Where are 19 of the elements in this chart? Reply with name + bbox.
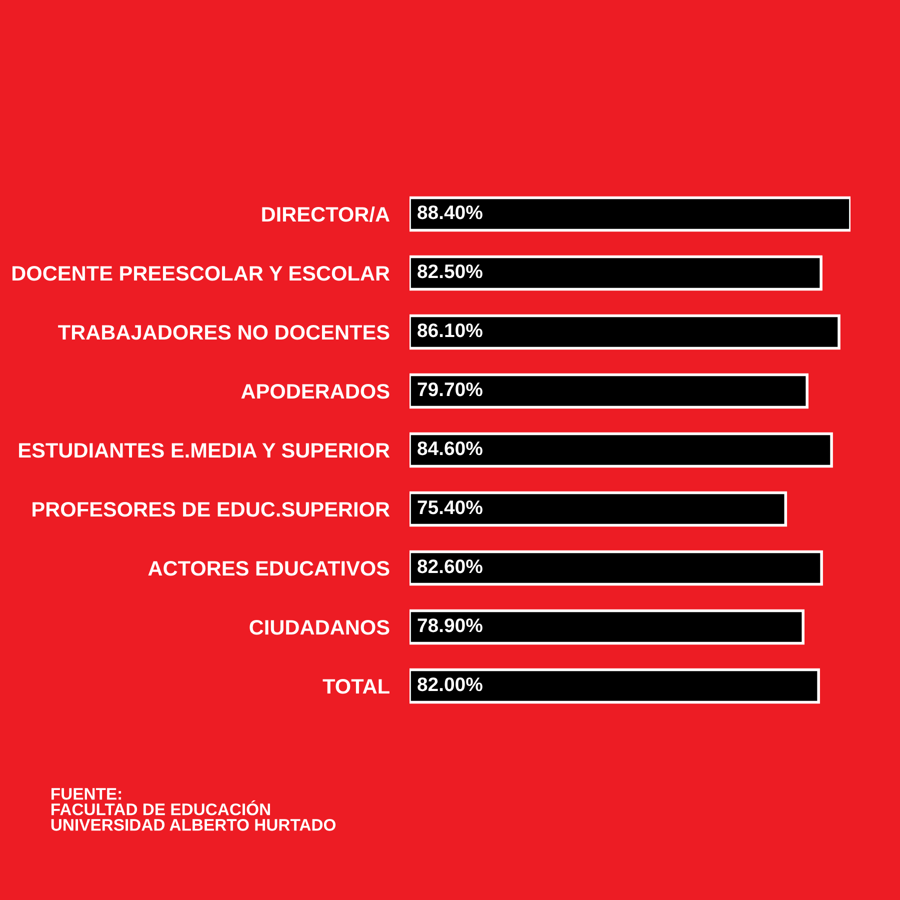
y-tick-label: TOTAL bbox=[322, 679, 390, 694]
data-label: 79.70% bbox=[418, 382, 482, 396]
y-tick-label: DIRECTOR/A bbox=[262, 206, 390, 222]
data-label: 82.50% bbox=[418, 264, 482, 278]
y-tick-label: ESTUDIANTES E.MEDIA Y SUPERIOR bbox=[19, 443, 390, 458]
y-tick-label: CIUDADANOS bbox=[250, 620, 390, 635]
data-label: 75.40% bbox=[418, 500, 482, 514]
y-tick-label: PROFESORES DE EDUC.SUPERIOR bbox=[32, 502, 390, 517]
data-label: 82.60% bbox=[418, 559, 482, 574]
y-tick-label: TRABAJADORES NO DOCENTES bbox=[58, 325, 390, 340]
y-tick-label: APODERADOS bbox=[241, 384, 390, 399]
data-label: 86.10% bbox=[418, 323, 482, 338]
data-label: 88.40% bbox=[418, 205, 482, 220]
data-label: 78.90% bbox=[418, 618, 482, 632]
y-tick-label: DOCENTE PREESCOLAR Y ESCOLAR bbox=[12, 266, 390, 281]
source-note: FUENTE: FACULTAD DE EDUCACIÓN UNIVERSIDAD ALBERTO HURTADO bbox=[51, 788, 336, 831]
y-tick-label: ACTORES EDUCATIVOS bbox=[148, 561, 390, 576]
data-label: 82.00% bbox=[418, 677, 482, 692]
data-label: 84.60% bbox=[418, 441, 482, 456]
